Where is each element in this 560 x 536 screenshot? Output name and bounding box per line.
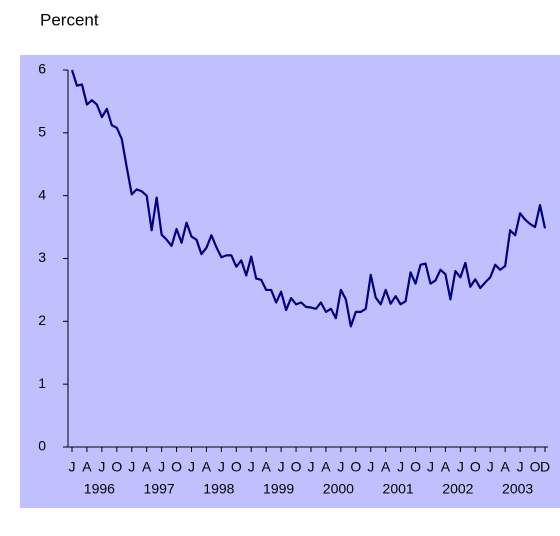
y-tick-label: 0 [38, 438, 46, 454]
x-tick-label: J [278, 459, 285, 475]
x-tick-label: A [262, 459, 272, 475]
y-tick-label: 3 [38, 249, 46, 265]
x-group-label: 2001 [383, 481, 414, 497]
line [70, 69, 547, 328]
x-tick-label: J [427, 459, 434, 475]
x-tick-label: O [231, 459, 242, 475]
x-group-label: 2002 [442, 481, 473, 497]
y-tick-label: 2 [38, 312, 46, 328]
x-tick-label: A [321, 459, 331, 475]
x-tick-label: O [350, 459, 361, 475]
x-tick-label: D [540, 459, 550, 475]
x-tick-label: J [218, 459, 225, 475]
x-tick-label: J [367, 459, 374, 475]
x-tick-label: J [487, 459, 494, 475]
x-tick-label: O [291, 459, 302, 475]
y-tick-label: 5 [38, 124, 46, 140]
x-group-label: 2000 [323, 481, 354, 497]
x-tick-label: O [111, 459, 122, 475]
x-tick-label: J [98, 459, 105, 475]
x-tick-label: O [470, 459, 481, 475]
x-group-label: 1998 [203, 481, 234, 497]
x-tick-label: J [337, 459, 344, 475]
plot-background [20, 55, 560, 508]
chart-title: Percent [40, 10, 99, 29]
y-tick-label: 6 [38, 61, 46, 77]
x-group-label: 1996 [84, 481, 115, 497]
x-tick-label: A [142, 459, 152, 475]
x-tick-label: J [457, 459, 464, 475]
x-tick-label: J [248, 459, 255, 475]
y-tick-label: 1 [38, 375, 46, 391]
x-tick-label: A [82, 459, 92, 475]
x-tick-label: J [158, 459, 165, 475]
x-group-label: 1997 [144, 481, 175, 497]
x-tick-label: A [441, 459, 451, 475]
x-tick-label: O [171, 459, 182, 475]
x-tick-label: J [397, 459, 404, 475]
x-tick-label: A [500, 459, 510, 475]
x-tick-label: O [410, 459, 421, 475]
x-tick-label: A [202, 459, 212, 475]
x-tick-label: J [69, 459, 76, 475]
x-tick-label: J [517, 459, 524, 475]
x-tick-label: J [307, 459, 314, 475]
y-tick-label: 4 [38, 186, 46, 202]
x-group-label: 2003 [502, 481, 533, 497]
x-tick-label: J [188, 459, 195, 475]
x-tick-label: A [381, 459, 391, 475]
x-tick-label: J [128, 459, 135, 475]
x-group-label: 1999 [263, 481, 294, 497]
x-tick-label: O [530, 459, 541, 475]
